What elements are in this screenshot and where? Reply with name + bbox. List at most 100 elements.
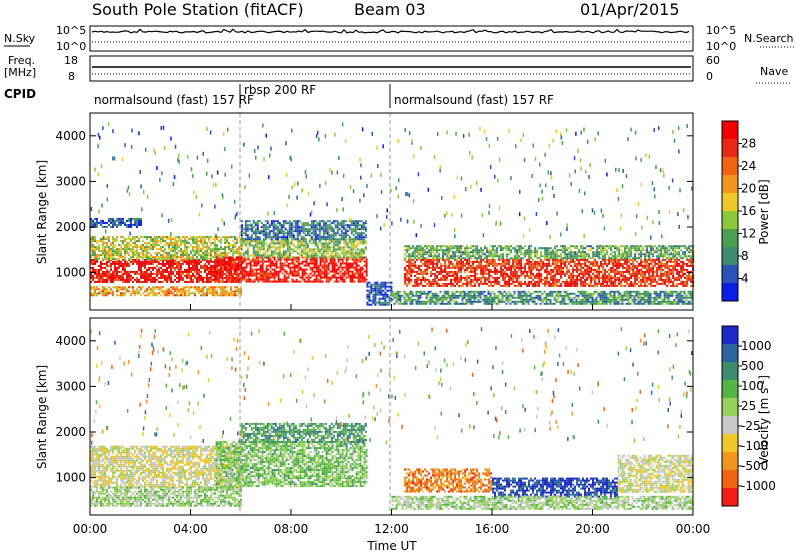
heatmap-cell	[590, 268, 593, 271]
heatmap-cell	[490, 268, 493, 271]
heatmap-cell	[272, 246, 275, 249]
heatmap-cell	[340, 224, 343, 227]
heatmap-cell	[198, 248, 200, 251]
heatmap-cell	[504, 270, 507, 273]
heatmap-cell	[240, 232, 243, 235]
heatmap-cell	[327, 262, 330, 265]
heatmap-cell	[178, 264, 180, 267]
heatmap-cell	[218, 274, 220, 277]
heatmap-cell	[152, 260, 154, 263]
heatmap-cell	[458, 280, 461, 283]
heatmap-cell	[322, 242, 325, 245]
heatmap-cell	[182, 254, 184, 257]
heatmap-cell	[236, 276, 238, 279]
heatmap-cell	[283, 258, 286, 261]
heatmap-cell	[276, 226, 279, 229]
heatmap-cell	[358, 240, 361, 243]
heatmap-cell	[372, 301, 375, 304]
heatmap-cell	[554, 262, 557, 265]
heatmap-cell	[614, 274, 617, 277]
heatmap-cell	[162, 290, 164, 293]
heatmap-cell	[328, 226, 331, 229]
heatmap-cell	[94, 268, 96, 271]
heatmap-cell	[488, 262, 491, 265]
heatmap-cell	[348, 238, 351, 241]
heatmap-cell	[231, 276, 234, 279]
heatmap-cell	[498, 270, 501, 273]
heatmap-cell	[324, 222, 327, 225]
heatmap-cell	[390, 291, 393, 294]
heatmap-cell	[578, 258, 581, 261]
heatmap-cell	[678, 270, 681, 273]
heatmap-cell	[214, 258, 216, 261]
heatmap-cell	[382, 301, 385, 304]
heatmap-cell	[180, 266, 182, 269]
heatmap-cell	[247, 258, 250, 261]
heatmap-cell	[314, 256, 317, 259]
heatmap-cell	[192, 256, 194, 259]
heatmap-cell	[508, 278, 511, 281]
heatmap-cell	[200, 264, 202, 267]
heatmap-cell	[172, 246, 174, 249]
heatmap-cell	[188, 286, 190, 289]
heatmap-cell	[610, 268, 613, 271]
heatmap-cell	[128, 248, 130, 251]
heatmap-cell	[100, 250, 102, 253]
heatmap-cell	[602, 276, 605, 279]
heatmap-cell	[314, 234, 317, 237]
heatmap-cell	[323, 260, 326, 263]
heatmap-cell	[602, 280, 605, 283]
heatmap-cell	[648, 272, 651, 275]
heatmap-cell	[156, 274, 158, 277]
heatmap-cell	[156, 248, 158, 251]
heatmap-cell	[292, 230, 295, 233]
heatmap-cell	[522, 266, 525, 269]
heatmap-cell	[227, 256, 230, 259]
heatmap-cell	[156, 258, 158, 261]
heatmap-cell	[300, 228, 303, 231]
heatmap-cell	[574, 278, 577, 281]
heatmap-cell	[566, 264, 569, 267]
heatmap-cell	[357, 276, 360, 279]
heatmap-cell	[456, 274, 459, 277]
heatmap-cell	[158, 268, 160, 271]
heatmap-cell	[142, 258, 144, 261]
heatmap-cell	[178, 250, 180, 253]
heatmap-cell	[112, 290, 114, 293]
heatmap-cell	[192, 236, 194, 239]
heatmap-cell	[90, 288, 92, 291]
heatmap-cell	[500, 268, 503, 271]
heatmap-cell	[626, 260, 629, 263]
heatmap-cell	[334, 244, 337, 247]
heatmap-cell	[130, 258, 132, 261]
heatmap-cell	[170, 264, 172, 267]
heatmap-cell	[168, 290, 170, 293]
heatmap-cell	[324, 250, 327, 253]
heatmap-cell	[552, 278, 555, 281]
heatmap-cell	[462, 276, 465, 279]
heatmap-cell	[648, 278, 651, 281]
heatmap-cell	[134, 223, 136, 226]
heatmap-cell	[188, 262, 190, 265]
heatmap-cell	[676, 276, 679, 279]
heatmap-cell	[256, 254, 259, 257]
heatmap-cell	[370, 299, 373, 302]
heatmap-cell	[644, 272, 647, 275]
heatmap-cell	[264, 238, 267, 241]
heatmap-cell	[444, 258, 447, 261]
heatmap-cell	[600, 270, 603, 273]
heatmap-cell	[370, 283, 373, 286]
heatmap-cell	[288, 242, 291, 245]
heatmap-cell	[636, 272, 639, 275]
heatmap-cell	[502, 268, 505, 271]
heatmap-cell	[128, 238, 130, 241]
heatmap-cell	[134, 294, 136, 297]
heatmap-cell	[116, 217, 118, 220]
heatmap-cell	[600, 262, 603, 265]
heatmap-cell	[336, 256, 339, 259]
heatmap-cell	[204, 250, 206, 253]
heatmap-cell	[297, 260, 300, 263]
heatmap-cell	[154, 244, 156, 247]
heatmap-cell	[286, 248, 289, 251]
heatmap-cell	[326, 234, 329, 237]
